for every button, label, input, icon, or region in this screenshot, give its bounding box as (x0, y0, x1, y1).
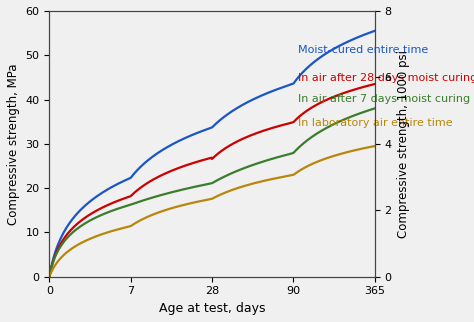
Y-axis label: Compressive strength, MPa: Compressive strength, MPa (7, 63, 20, 225)
X-axis label: Age at test, days: Age at test, days (159, 302, 265, 315)
Text: Moist-cured entire time: Moist-cured entire time (298, 45, 428, 55)
Y-axis label: Compressive strength, 1000 psi: Compressive strength, 1000 psi (397, 50, 410, 238)
Text: In laboratory air entire time: In laboratory air entire time (298, 118, 452, 128)
Text: In air after 28 days moist curing: In air after 28 days moist curing (298, 73, 474, 83)
Text: In air after 7 days moist curing: In air after 7 days moist curing (298, 94, 470, 104)
